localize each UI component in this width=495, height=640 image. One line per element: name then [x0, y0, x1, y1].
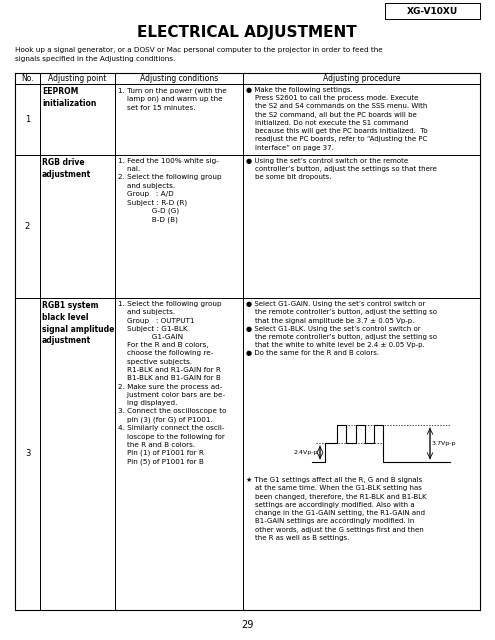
- Text: ELECTRICAL ADJUSTMENT: ELECTRICAL ADJUSTMENT: [137, 24, 357, 40]
- Text: Adjusting conditions: Adjusting conditions: [140, 74, 218, 83]
- Text: Adjusting procedure: Adjusting procedure: [323, 74, 400, 83]
- Text: RGB drive
adjustment: RGB drive adjustment: [42, 158, 91, 179]
- Text: ● Using the set’s control switch or the remote
    controller’s button, adjust t: ● Using the set’s control switch or the …: [246, 158, 437, 180]
- Text: ● Make the following settings.
    Press S2601 to call the process mode. Execute: ● Make the following settings. Press S26…: [246, 87, 428, 151]
- Text: 3: 3: [25, 449, 30, 458]
- Text: Hook up a signal generator, or a DOSV or Mac personal computer to the projector : Hook up a signal generator, or a DOSV or…: [15, 47, 383, 61]
- Text: 2: 2: [25, 222, 30, 231]
- Text: Adjusting point: Adjusting point: [49, 74, 107, 83]
- Text: 1. Feed the 100% white sig-
    nal.
2. Select the following group
    and subje: 1. Feed the 100% white sig- nal. 2. Sele…: [118, 158, 222, 223]
- Text: 3.7Vp-p: 3.7Vp-p: [432, 441, 456, 446]
- Text: No.: No.: [21, 74, 34, 83]
- Text: ★ The G1 settings affect all the R, G and B signals
    at the same time. When t: ★ The G1 settings affect all the R, G an…: [246, 477, 427, 541]
- Text: 2.4Vp-p: 2.4Vp-p: [294, 450, 318, 455]
- Text: 29: 29: [241, 620, 253, 630]
- Text: XG-V10XU: XG-V10XU: [407, 6, 458, 15]
- Text: 1: 1: [25, 115, 30, 124]
- Text: ● Select G1-GAIN. Using the set’s control switch or
    the remote controller’s : ● Select G1-GAIN. Using the set’s contro…: [246, 301, 437, 356]
- Text: 1. Select the following group
    and subjects.
    Group   : OUTPUT1
    Subjec: 1. Select the following group and subjec…: [118, 301, 227, 465]
- Text: RGB1 system
black level
signal amplitude
adjustment: RGB1 system black level signal amplitude…: [42, 301, 114, 346]
- Text: EEPROM
initialization: EEPROM initialization: [42, 87, 97, 108]
- Text: 1. Turn on the power (with the
    lamp on) and warm up the
    set for 15 minut: 1. Turn on the power (with the lamp on) …: [118, 87, 227, 111]
